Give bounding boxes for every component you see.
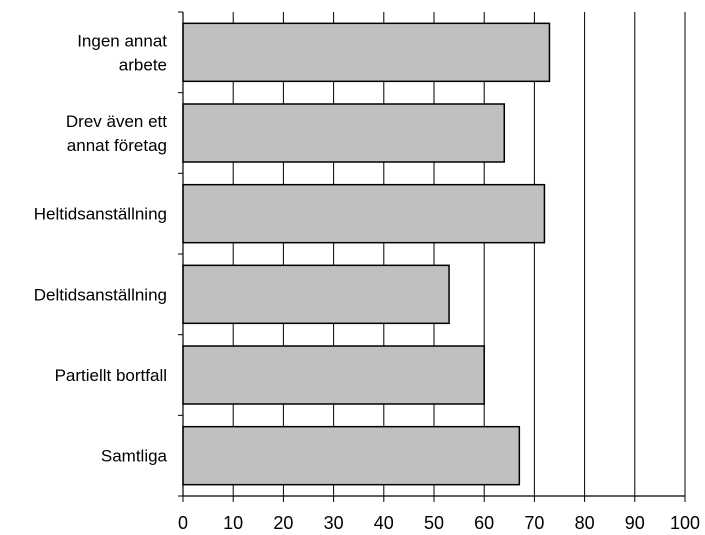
category-label: Partiellt bortfall [55, 366, 167, 385]
x-tick-label: 90 [625, 513, 645, 533]
axes [178, 11, 686, 502]
x-tick-label: 0 [178, 513, 188, 533]
category-label: Heltidsanställning [34, 205, 167, 224]
x-tick-label: 70 [524, 513, 544, 533]
x-tick-label: 50 [424, 513, 444, 533]
x-tick-label: 20 [273, 513, 293, 533]
grid-lines [232, 12, 686, 496]
bar [182, 183, 546, 244]
x-tick-label: 30 [324, 513, 344, 533]
category-labels: Ingen annat arbete Drev även ett annat före… [34, 31, 168, 465]
category-label: Drev även ett annat företag [66, 112, 167, 155]
bar [182, 345, 485, 405]
x-tick-label: 40 [374, 513, 394, 533]
x-tick-labels: 0 10 20 30 40 50 60 70 80 90 100 [178, 513, 700, 533]
category-label: Samtliga [101, 447, 168, 466]
bar [182, 425, 521, 486]
bar [182, 103, 506, 163]
x-tick-label: 100 [670, 513, 700, 533]
bars [182, 22, 551, 486]
bar [182, 264, 450, 325]
bar [182, 22, 551, 83]
x-tick-label: 80 [575, 513, 595, 533]
x-tick-label: 60 [474, 513, 494, 533]
x-tick-label: 10 [223, 513, 243, 533]
category-label: Deltidsanställning [34, 285, 167, 304]
category-label: Ingen annat arbete [77, 31, 167, 74]
